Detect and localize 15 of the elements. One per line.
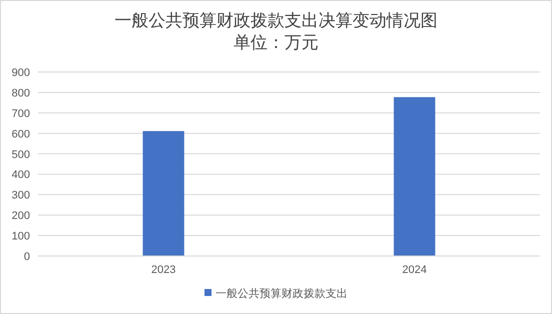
y-tick-label: 100: [12, 230, 30, 243]
y-tick-label: 200: [12, 210, 30, 222]
chart-subtitle: 单位：万元: [234, 33, 318, 52]
y-tick-label: 800: [12, 87, 30, 100]
y-tick-label: 300: [12, 190, 30, 202]
legend-label: 一般公共预算财政拨款支出: [216, 287, 348, 300]
x-tick-label: 2023: [151, 264, 176, 276]
y-tick-label: 600: [12, 128, 30, 140]
y-tick-label: 0: [24, 251, 30, 263]
y-tick-label: 400: [12, 169, 30, 182]
x-tick-label: 2024: [402, 264, 427, 276]
chart-title: 一般公共预算财政拨款支出决算变动情况图: [114, 11, 438, 30]
y-tick-label: 700: [12, 108, 30, 120]
y-tick-label: 900: [12, 67, 30, 79]
y-tick-label: 500: [12, 148, 30, 161]
